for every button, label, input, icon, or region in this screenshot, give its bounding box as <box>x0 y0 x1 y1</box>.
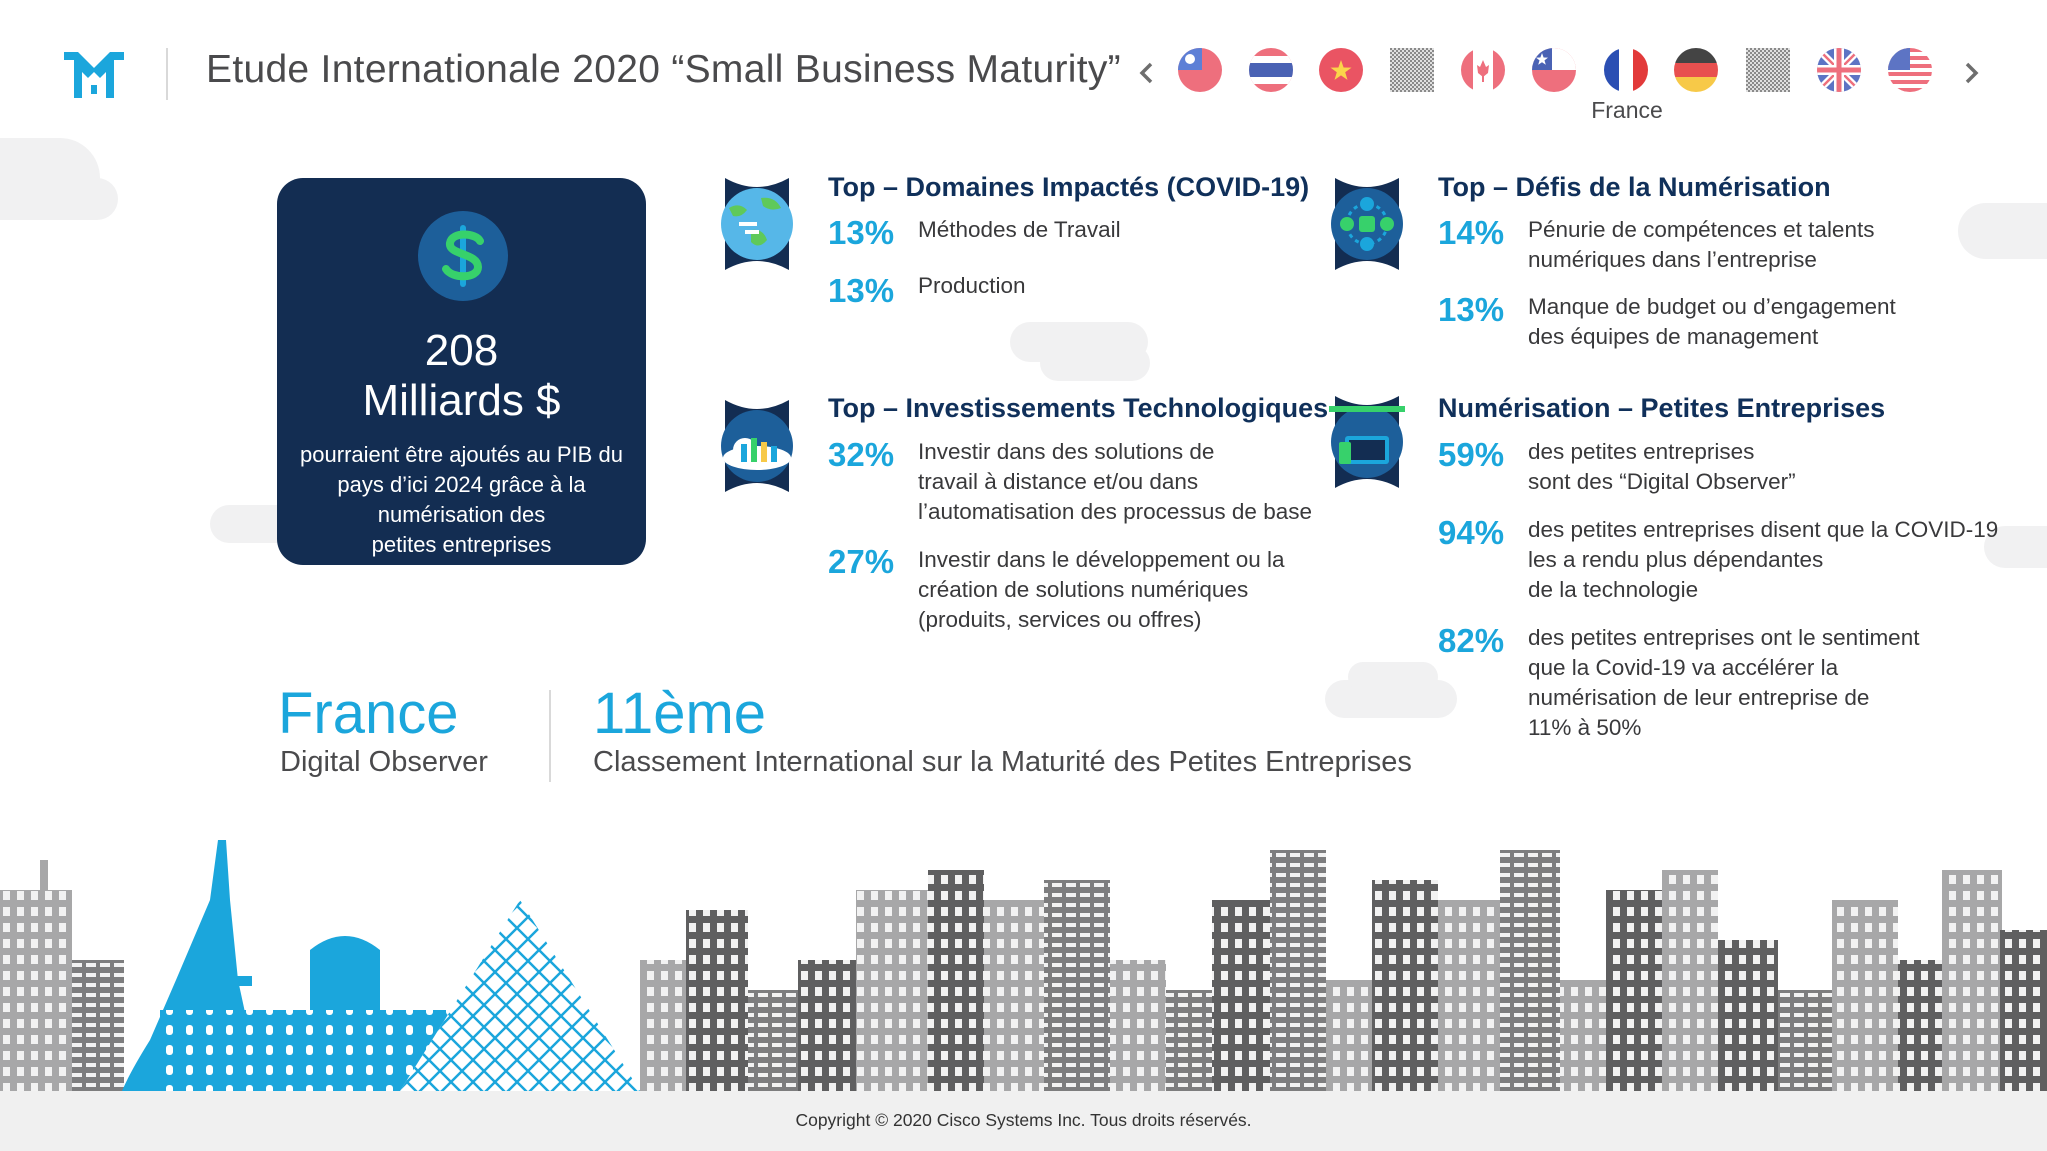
usa-flag-icon[interactable] <box>1888 48 1932 92</box>
copyright-text: Copyright © 2020 Cisco Systems Inc. Tous… <box>795 1110 1252 1130</box>
placeholder-flag-icon[interactable] <box>1746 48 1790 92</box>
canada-flag-icon[interactable] <box>1461 48 1505 92</box>
chile-flag-icon[interactable] <box>1532 48 1576 92</box>
digitization-text: les a rendu plus dépendantes <box>1528 547 1824 572</box>
chevron-left-icon <box>1139 62 1153 84</box>
footer-bar <box>0 1091 2047 1151</box>
network-icon <box>1321 178 1413 270</box>
vietnam-flag-icon[interactable] <box>1319 48 1363 92</box>
germany-flag-icon[interactable] <box>1674 48 1718 92</box>
challenges-title: Top – Défis de la Numérisation <box>1438 172 1831 202</box>
digitization-text: 11% à 50% <box>1528 715 1642 740</box>
digitization-text: que la Covid-19 va accélérer la <box>1528 655 1839 680</box>
investments-text: l’automatisation des processus de base <box>918 499 1312 524</box>
digitization-percent: 59% <box>1438 436 1505 473</box>
globe-icon <box>711 178 803 270</box>
cloud-decoration <box>1984 526 2047 568</box>
digitization-text: numérisation de leur entreprise de <box>1528 685 1870 710</box>
dollar-icon <box>418 211 508 301</box>
domains-text: Méthodes de Travail <box>918 217 1121 242</box>
devices-icon <box>1321 396 1413 488</box>
selected-flag-label: France <box>1591 97 1663 123</box>
challenges-percent: 14% <box>1438 214 1505 251</box>
domains-title: Top – Domaines Impactés (COVID-19) <box>828 172 1310 202</box>
page-title: Etude Internationale 2020 “Small Busines… <box>206 48 1121 91</box>
challenges-percent: 13% <box>1438 291 1505 328</box>
digitization-text: des petites entreprises ont le sentiment <box>1528 625 1920 650</box>
challenges-text: des équipes de management <box>1528 324 1819 349</box>
domains-percent: 13% <box>828 272 895 309</box>
digitization-text: des petites entreprises <box>1528 439 1755 464</box>
taiwan-flag-icon[interactable] <box>1178 48 1222 92</box>
gdp-description: pays d’ici 2024 grâce à la <box>337 472 586 497</box>
country-segment: Digital Observer <box>280 746 488 778</box>
placeholder-flag-icon[interactable] <box>1390 48 1434 92</box>
digitization-text: sont des “Digital Observer” <box>1528 469 1796 494</box>
city-skyline-illustration <box>0 840 2047 1091</box>
logo-icon <box>64 52 124 98</box>
chevron-right-icon <box>1965 62 1979 84</box>
country-name: France <box>278 681 459 746</box>
investments-text: travail à distance et/ou dans <box>918 469 1199 494</box>
investments-title: Top – Investissements Technologiques <box>828 393 1329 423</box>
thailand-flag-icon[interactable] <box>1249 48 1293 92</box>
investments-text: Investir dans des solutions de <box>918 439 1215 464</box>
investments-text: Investir dans le développement ou la <box>918 547 1285 572</box>
investments-percent: 32% <box>828 436 895 473</box>
digitization-text: de la technologie <box>1528 577 1699 602</box>
investments-text: création de solutions numériques <box>918 577 1249 602</box>
challenges-text: numériques dans l’entreprise <box>1528 247 1817 272</box>
cloud-decoration <box>1040 345 1150 381</box>
digitization-percent: 82% <box>1438 622 1505 659</box>
uk-flag-icon[interactable] <box>1817 48 1861 92</box>
gdp-card: 208 Milliards $ pourraient être ajoutés … <box>277 178 646 565</box>
domains-text: Production <box>918 273 1026 298</box>
header-divider <box>166 48 168 100</box>
challenges-text: Manque de budget ou d’engagement <box>1528 294 1896 319</box>
next-button[interactable] <box>1956 52 1986 94</box>
ranking-label: Classement International sur la Maturité… <box>593 746 1412 778</box>
cloud-data-icon <box>711 400 803 492</box>
challenges-text: Pénurie de compétences et talents <box>1528 217 1875 242</box>
france-flag-icon[interactable] <box>1604 48 1648 92</box>
cloud-decoration <box>1958 203 2047 259</box>
gdp-description: pourraient être ajoutés au PIB du <box>300 442 623 467</box>
cloud-decoration <box>0 178 118 220</box>
investments-percent: 27% <box>828 543 895 580</box>
cloud-decoration <box>1348 662 1438 692</box>
digitization-text: des petites entreprises disent que la CO… <box>1528 517 1999 542</box>
previous-button[interactable] <box>1132 52 1162 94</box>
gdp-amount-number: 208 <box>424 326 499 375</box>
gdp-description: numérisation des <box>377 502 546 527</box>
gdp-description: petites entreprises <box>371 532 552 557</box>
digitization-title: Numérisation – Petites Entreprises <box>1438 393 1886 423</box>
investments-text: (produits, services ou offres) <box>918 607 1202 632</box>
gdp-amount-unit: Milliards $ <box>362 376 561 425</box>
domains-percent: 13% <box>828 214 895 251</box>
digitization-percent: 94% <box>1438 514 1505 551</box>
ranking-divider <box>549 690 551 782</box>
ranking-value: 11ème <box>593 681 767 746</box>
